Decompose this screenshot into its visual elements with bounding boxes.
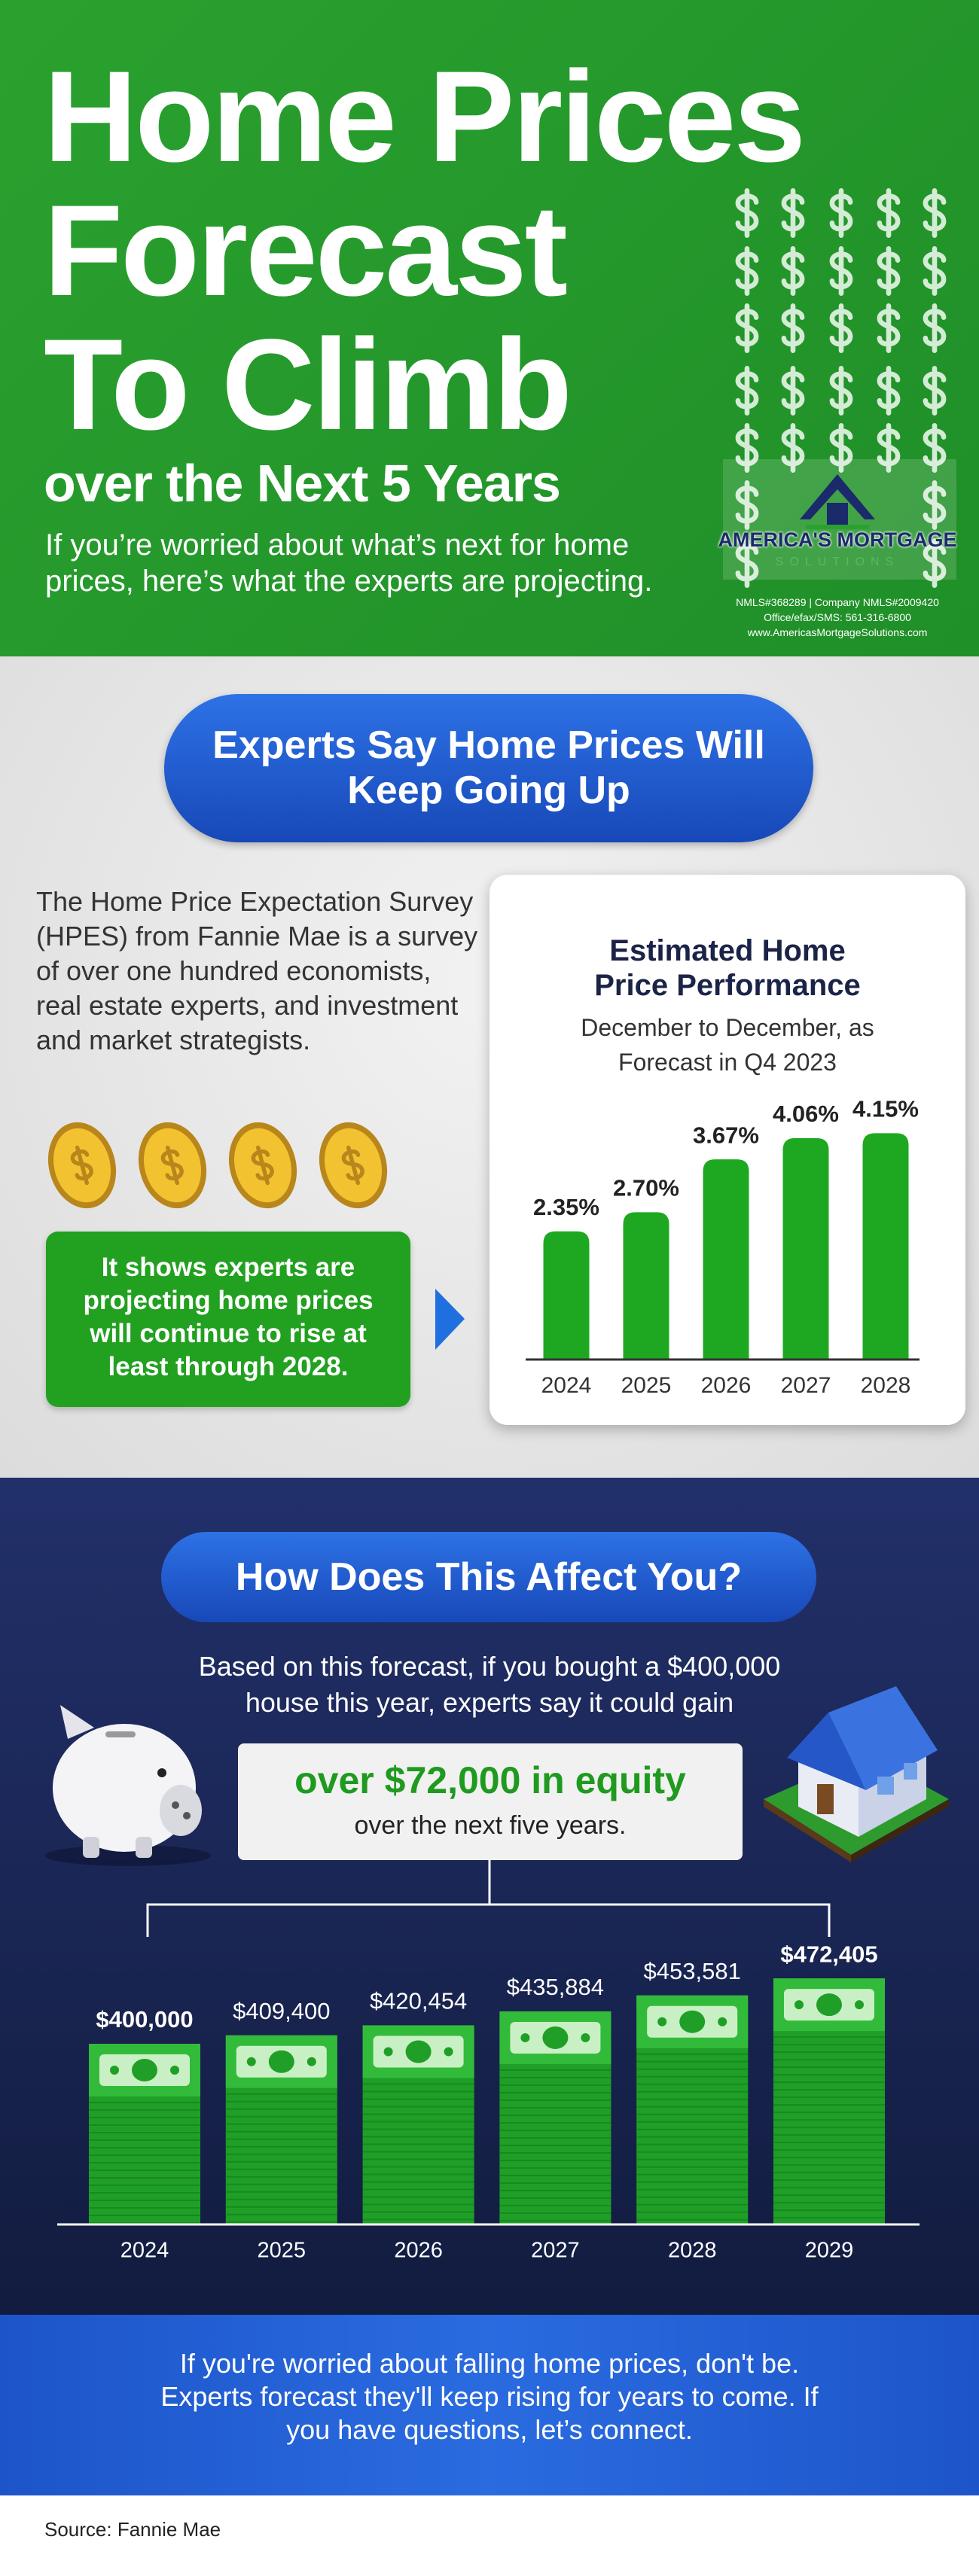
title: Home Prices Forecast To Climb (44, 50, 947, 452)
bar (623, 1212, 669, 1360)
chart-title: Estimated Home Price Performance (594, 934, 861, 1002)
bar (703, 1159, 749, 1360)
highlight: over $72,000 in equity (294, 1759, 686, 1801)
value-label: $409,400 (233, 1998, 330, 2024)
house (764, 1686, 949, 1862)
value-label: 4.06% (773, 1101, 839, 1127)
bill-dot (581, 2032, 590, 2042)
x-tick-label: 2028 (861, 1373, 911, 1398)
x-tick-label: 2029 (805, 2239, 854, 2263)
logo-tagline: SOLUTIONS (775, 556, 900, 568)
bill-seal (268, 2050, 294, 2073)
value-label: 3.67% (693, 1122, 759, 1148)
bill-seal (542, 2026, 569, 2049)
section-heading: Experts Say Home Prices Will Keep Going … (212, 723, 765, 812)
x-tick-label: 2025 (258, 2239, 307, 2263)
logo-nmls: NMLS#368289 | Company NMLS#2009420 (736, 596, 939, 608)
footer-bg (0, 2315, 979, 2495)
x-tick-label: 2027 (781, 1373, 831, 1398)
bill-dot (657, 2017, 667, 2026)
intro: If you’re worried about what’s next for … (45, 528, 653, 598)
coins (47, 1122, 388, 1209)
bill-dot (794, 2000, 804, 2010)
bill-dot (383, 2047, 393, 2057)
piggy-bank (45, 1705, 211, 1866)
bar (862, 1133, 909, 1360)
value-label: 4.15% (852, 1096, 919, 1122)
logo-phone: Office/efax/SMS: 561-316-6800 (764, 611, 911, 623)
bill-dot (855, 2000, 864, 2010)
title-line: To Climb (44, 312, 572, 457)
section-heading: How Does This Affect You? (235, 1555, 743, 1599)
callout-text: It shows experts are projecting home pri… (83, 1253, 374, 1381)
section-intro: Based on this forecast, if you bought a … (198, 1651, 781, 1718)
title-line: Forecast (44, 178, 568, 323)
bill-dot (718, 2017, 727, 2026)
source: Source: Fannie Mae (44, 2518, 221, 2541)
logo-website: www.AmericasMortgageSolutions.com (747, 626, 928, 638)
subtitle: over the Next 5 Years (44, 454, 561, 513)
bill-dot (444, 2047, 453, 2057)
x-tick-label: 2027 (531, 2239, 580, 2263)
bill-dot (170, 2066, 179, 2075)
value-label: $435,884 (507, 1974, 604, 2000)
x-tick-label: 2026 (701, 1373, 752, 1398)
bill-dot (307, 2057, 316, 2066)
value-label: 2.70% (613, 1175, 679, 1201)
logo-icon (723, 459, 956, 580)
arrow (435, 1289, 465, 1350)
highlight-sub: over the next five years. (354, 1811, 627, 1840)
logo-name: AMERICA'S MORTGAGE (718, 528, 957, 551)
header-bg (0, 0, 979, 656)
x-tick-label: 2026 (394, 2239, 443, 2263)
bill-seal (132, 2059, 157, 2081)
value-label: $453,581 (644, 1958, 741, 1984)
value-label: 2.35% (533, 1194, 599, 1220)
x-tick-label: 2028 (668, 2239, 717, 2263)
heading-pill (161, 1532, 816, 1622)
survey-text: The Home Price Expectation Survey (HPES)… (36, 886, 478, 1055)
x-tick-label: 2025 (621, 1373, 672, 1398)
bar (782, 1137, 829, 1360)
highlight-box (238, 1743, 743, 1860)
chart-subtitle: December to December, as Forecast in Q4 … (581, 1014, 874, 1076)
bar (543, 1231, 590, 1360)
bill-seal (816, 1993, 842, 2017)
footer-text: If you're worried about falling home pri… (160, 2348, 819, 2445)
bill-dot (520, 2032, 530, 2042)
bracket (146, 1860, 831, 1937)
heading-pill (164, 694, 813, 842)
x-tick-label: 2024 (541, 1373, 592, 1398)
bill-seal (679, 2010, 706, 2033)
bill-seal (405, 2040, 432, 2063)
value-label: $400,000 (96, 2006, 193, 2032)
value-label: $472,405 (780, 1941, 877, 1967)
value-label: $420,454 (370, 1988, 467, 2014)
callout-box (46, 1232, 410, 1407)
x-tick-label: 2024 (120, 2239, 169, 2263)
title-line: Home Prices (44, 44, 806, 189)
bill-dot (246, 2057, 256, 2066)
bill-dot (110, 2066, 119, 2075)
